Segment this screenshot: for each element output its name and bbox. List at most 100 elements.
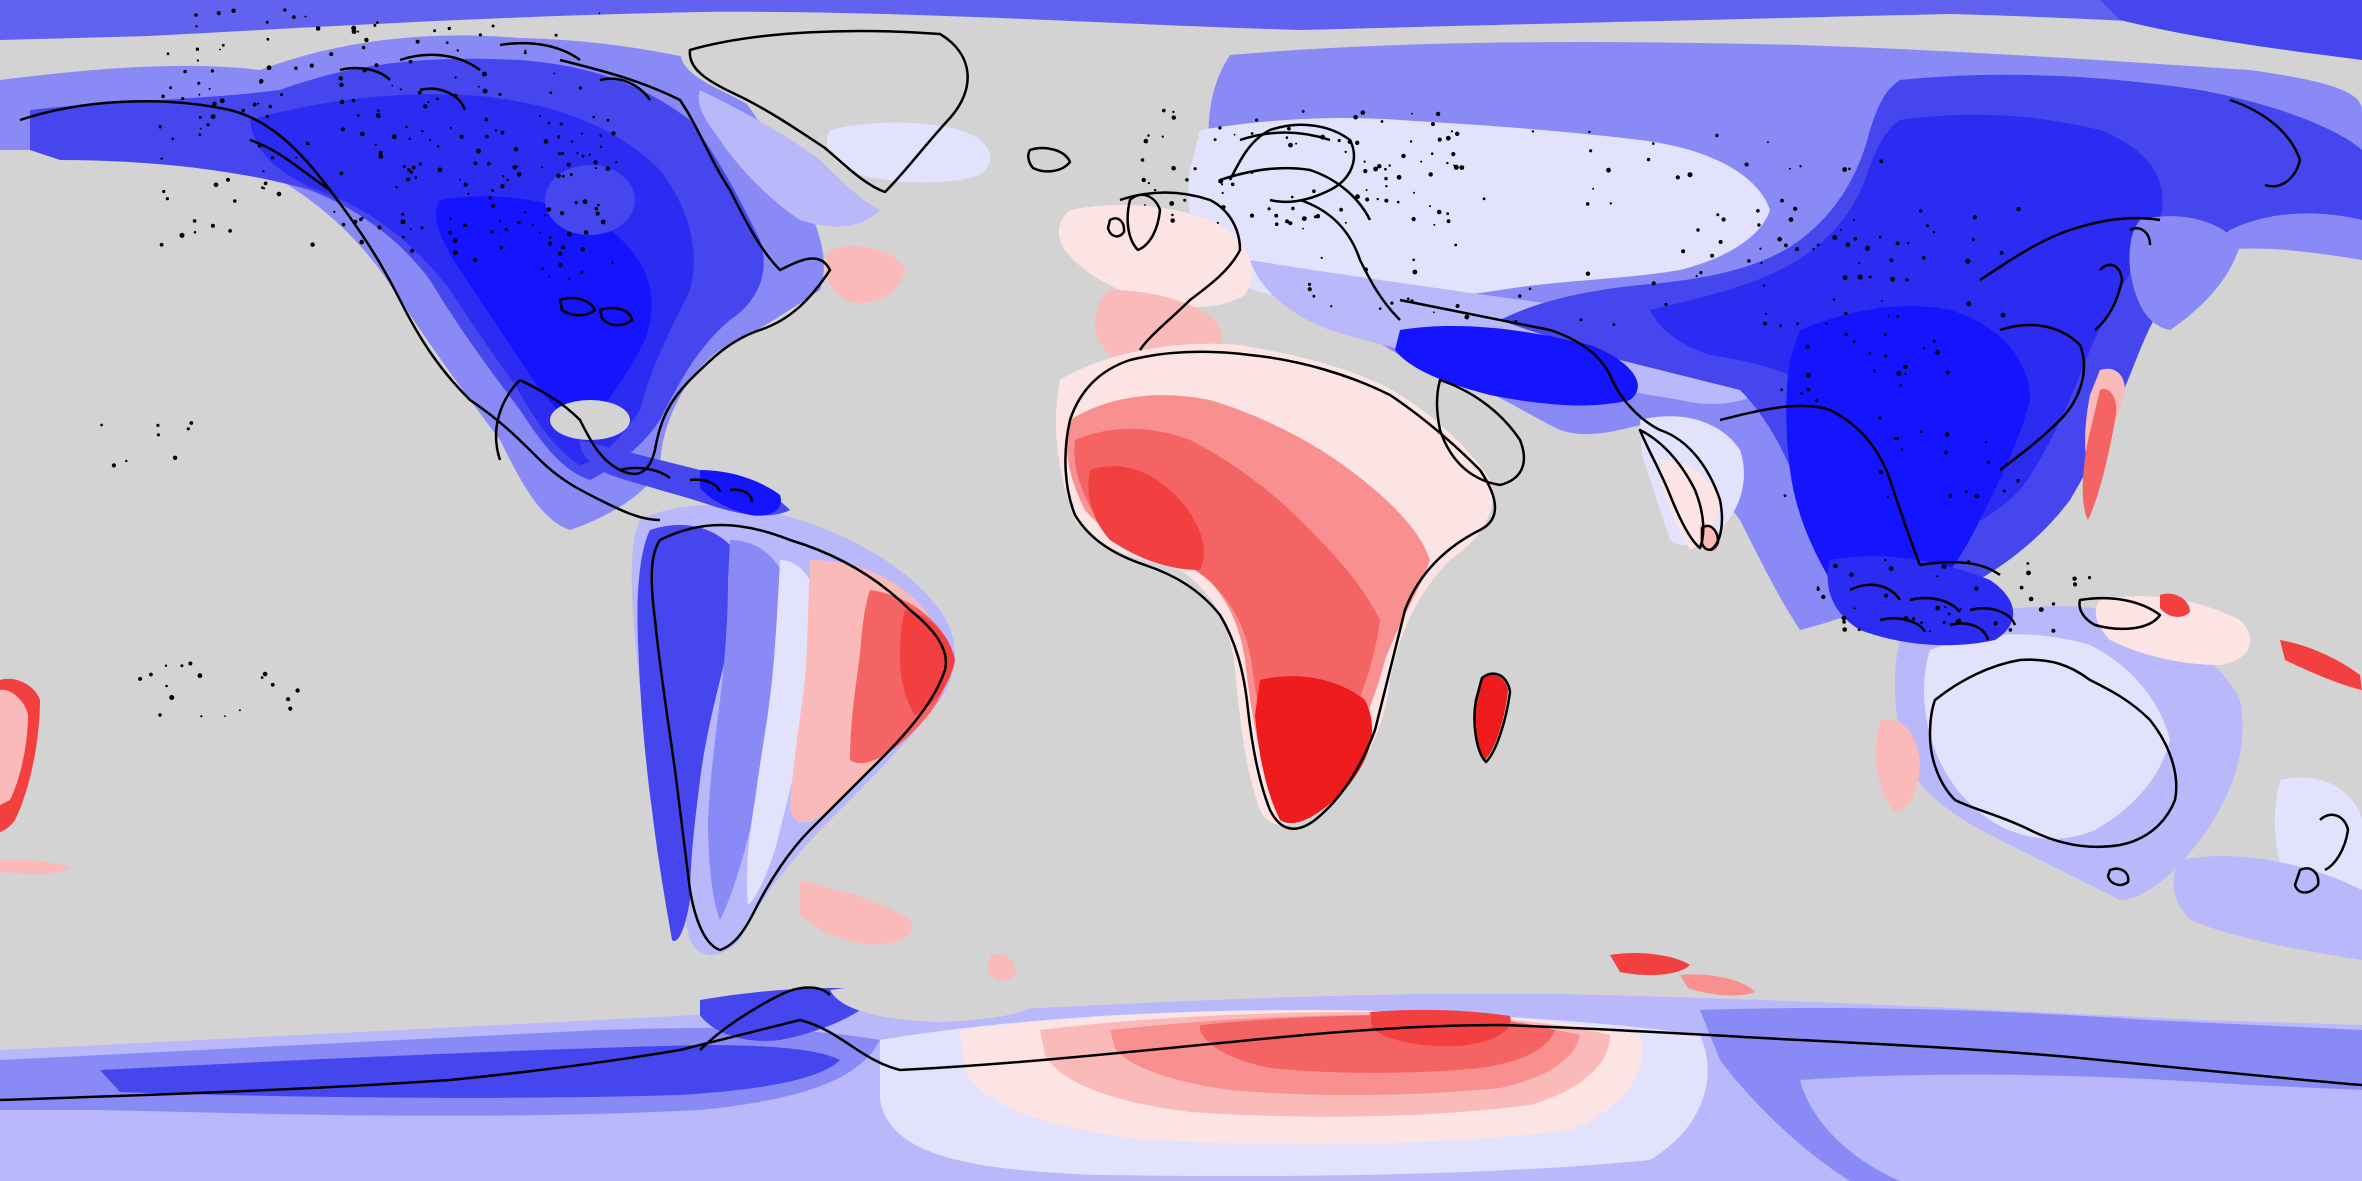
island-dot bbox=[1412, 258, 1415, 262]
island-dot bbox=[1301, 110, 1305, 113]
iceland-region bbox=[826, 122, 991, 183]
island-dot bbox=[1699, 271, 1703, 275]
island-dot bbox=[1376, 197, 1379, 201]
island-dot bbox=[546, 207, 552, 212]
island-dot bbox=[216, 11, 221, 16]
island-dot bbox=[1965, 258, 1971, 264]
island-dot bbox=[1780, 198, 1784, 203]
island-dot bbox=[1367, 217, 1370, 220]
island-dot bbox=[1380, 120, 1384, 123]
island-dot bbox=[583, 230, 589, 235]
island-dot bbox=[310, 242, 315, 247]
island-dot bbox=[558, 262, 563, 268]
island-dot bbox=[1385, 185, 1388, 188]
island-dot bbox=[233, 199, 237, 203]
island-dot bbox=[192, 219, 197, 223]
island-dot bbox=[1169, 201, 1175, 206]
island-dot bbox=[482, 71, 487, 77]
island-dot bbox=[156, 433, 160, 437]
island-dot bbox=[1845, 242, 1851, 247]
island-dot bbox=[541, 267, 544, 270]
island-dot bbox=[1900, 448, 1904, 451]
island-dot bbox=[219, 98, 225, 104]
island-dot bbox=[210, 69, 215, 73]
island-dot bbox=[193, 231, 197, 234]
island-dot bbox=[1384, 176, 1388, 181]
island-dot bbox=[1848, 167, 1851, 171]
island-dot bbox=[1170, 218, 1175, 223]
island-dot bbox=[280, 93, 283, 96]
island-dot bbox=[502, 175, 505, 178]
coast-great-lakes bbox=[558, 296, 634, 327]
island-dot bbox=[295, 688, 300, 693]
island-dot bbox=[1883, 333, 1887, 337]
island-dot bbox=[374, 143, 377, 146]
island-dot bbox=[2026, 562, 2030, 565]
island-dot bbox=[1893, 437, 1897, 440]
coast-new-guinea bbox=[2078, 596, 2162, 631]
island-dot bbox=[581, 154, 585, 158]
island-dot bbox=[391, 84, 394, 87]
island-dot bbox=[1884, 558, 1887, 562]
island-dot bbox=[1905, 278, 1909, 282]
island-dot bbox=[531, 223, 535, 226]
europe-faint bbox=[1188, 118, 1770, 300]
coast-caribbean bbox=[619, 466, 754, 503]
south-america-blue-mid bbox=[708, 540, 792, 920]
island-dot bbox=[1766, 141, 1769, 144]
island-dot bbox=[1588, 130, 1591, 134]
island-dot bbox=[1347, 139, 1353, 144]
island-dot bbox=[1531, 130, 1535, 133]
island-dot bbox=[1390, 301, 1394, 305]
island-dot bbox=[1363, 160, 1366, 163]
island-dot bbox=[606, 118, 610, 122]
island-dot bbox=[1612, 323, 1616, 326]
island-dot bbox=[1880, 300, 1883, 302]
island-dot bbox=[599, 134, 602, 137]
island-dot bbox=[1171, 115, 1177, 120]
island-dot bbox=[1993, 621, 1998, 626]
island-dot bbox=[1147, 182, 1150, 185]
island-dot bbox=[1171, 165, 1176, 171]
east-asia-edge bbox=[2082, 216, 2240, 520]
island-dot bbox=[1307, 287, 1312, 292]
island-dot bbox=[541, 166, 544, 169]
island-dot bbox=[1959, 608, 1962, 610]
island-dot bbox=[433, 29, 437, 33]
island-dot bbox=[1844, 332, 1848, 337]
island-dot bbox=[1805, 372, 1811, 378]
antarctica bbox=[0, 953, 2362, 1181]
island-dot bbox=[453, 250, 458, 256]
island-dot bbox=[600, 219, 606, 225]
island-dot bbox=[605, 166, 611, 171]
island-dot bbox=[169, 695, 175, 700]
island-dot bbox=[1936, 575, 1939, 578]
island-dot bbox=[1911, 617, 1916, 621]
island-dot bbox=[1450, 130, 1453, 133]
island-dot bbox=[594, 167, 597, 170]
island-dot bbox=[1884, 354, 1888, 358]
asia-deep bbox=[1786, 306, 2030, 614]
island-dot bbox=[1888, 566, 1894, 571]
island-dot bbox=[1878, 235, 1882, 239]
australia-pale bbox=[1924, 634, 2170, 839]
island-dot bbox=[1793, 206, 1798, 211]
island-dot bbox=[1922, 255, 1926, 260]
caribbean-deep bbox=[700, 470, 781, 516]
island-dot bbox=[580, 247, 585, 252]
island-dot bbox=[1378, 307, 1382, 310]
island-dot bbox=[1999, 251, 2004, 255]
island-dot bbox=[1842, 275, 1848, 281]
island-dot bbox=[1849, 572, 1854, 577]
island-dot bbox=[1865, 245, 1870, 251]
island-dot bbox=[1757, 223, 1761, 227]
island-dot bbox=[499, 220, 502, 223]
island-dot bbox=[1221, 205, 1226, 210]
island-dot bbox=[195, 25, 198, 28]
island-dot bbox=[484, 117, 489, 122]
island-dot bbox=[1974, 586, 1979, 591]
coast-madagascar bbox=[1473, 672, 1512, 764]
island-dot bbox=[1747, 259, 1751, 263]
arctic-band bbox=[0, 0, 2362, 40]
